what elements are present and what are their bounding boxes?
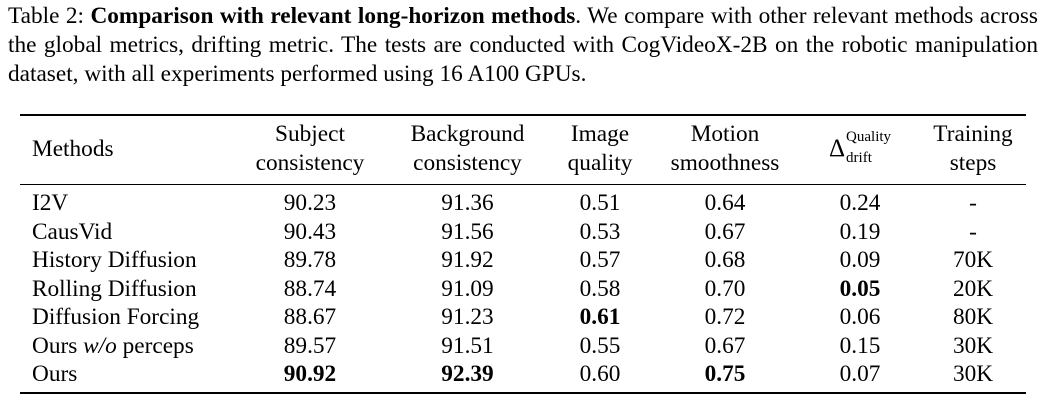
cell-steps: 30K (952, 332, 994, 359)
cell-drift: 0.06 (839, 304, 881, 330)
cell-steps: 30K (952, 361, 994, 387)
cell-method: Diffusion Forcing (32, 304, 200, 330)
header-background-consistency: Background consistency (410, 121, 525, 176)
header-training-steps: Training steps (933, 121, 1013, 176)
table-row: History Diffusion 89.78 91.92 0.57 0.68 0.09 7… (20, 246, 1026, 275)
cell-method: CausVid (32, 218, 113, 245)
cell-drift: 0.05 (839, 275, 881, 302)
cell-image-quality: 0.55 (579, 332, 621, 359)
drift-sub: drift (846, 149, 872, 166)
cell-image-quality: 0.58 (579, 275, 621, 302)
table-row: Ours w/o perceps 89.57 91.51 0.55 0.67 0.15 30… (20, 332, 1026, 361)
comparison-table: Methods Subject consistency Background con… (20, 114, 1026, 394)
cell-background: 91.92 (441, 247, 494, 273)
cell-motion: 0.67 (704, 332, 746, 359)
table-row: I2V 90.23 91.36 0.51 0.64 0.24 - (20, 185, 1026, 218)
header-subject-consistency: Subject consistency (255, 121, 365, 176)
cell-motion: 0.67 (704, 218, 746, 245)
cell-motion: 0.75 (704, 361, 746, 387)
delta-symbol: Δ (828, 135, 846, 163)
header-methods: Methods (32, 135, 114, 162)
cell-background: 91.09 (441, 275, 494, 302)
cell-steps: 70K (952, 247, 994, 273)
cell-image-quality: 0.53 (579, 218, 621, 245)
table-caption: Table 2: Comparison with relevant long-h… (8, 2, 1038, 89)
cell-subject: 90.92 (283, 361, 337, 387)
cell-background: 91.56 (441, 218, 494, 245)
table-row: CausVid 90.43 91.56 0.53 0.67 0.19 - (20, 218, 1026, 247)
cell-drift: 0.15 (839, 332, 881, 359)
cell-drift: 0.07 (839, 361, 881, 387)
table-header: Methods Subject consistency Background con… (20, 115, 1026, 185)
cell-motion: 0.72 (704, 304, 746, 330)
cell-image-quality: 0.61 (579, 304, 621, 330)
cell-image-quality: 0.51 (579, 190, 621, 216)
header-image-quality: Image quality (567, 121, 633, 176)
cell-image-quality: 0.57 (579, 247, 621, 273)
cell-motion: 0.64 (704, 190, 746, 216)
cell-method: Ours w/o perceps (32, 332, 194, 359)
table-body: I2V 90.23 91.36 0.51 0.64 0.24 - CausVid 90.43 91… (20, 185, 1026, 393)
cell-subject: 89.57 (283, 332, 337, 359)
cell-method: History Diffusion (32, 247, 197, 273)
cell-subject: 89.78 (283, 247, 337, 273)
cell-method: Rolling Diffusion (32, 275, 197, 302)
cell-subject: 90.23 (283, 190, 337, 216)
cell-background: 91.23 (441, 304, 494, 330)
cell-steps: - (969, 218, 977, 245)
cell-steps: 80K (952, 304, 994, 330)
cell-steps: - (969, 190, 977, 216)
cell-drift: 0.19 (839, 218, 881, 245)
cell-drift: 0.09 (839, 247, 881, 273)
caption-prefix: Table 2: (8, 3, 91, 29)
cell-subject: 90.43 (283, 218, 337, 245)
cell-subject: 88.67 (283, 304, 337, 330)
cell-background: 91.51 (441, 332, 494, 359)
table-row: Diffusion Forcing 88.67 91.23 0.61 0.72 0.06 8… (20, 303, 1026, 332)
caption-title: Comparison with relevant long-horizon me… (90, 3, 576, 29)
table-row: Ours 90.92 92.39 0.60 0.75 0.07 30K (20, 360, 1026, 393)
table-row: Rolling Diffusion 88.74 91.09 0.58 0.70 0.05 2… (20, 275, 1026, 304)
cell-drift: 0.24 (839, 190, 881, 216)
cell-method: Ours (32, 361, 78, 387)
cell-motion: 0.68 (704, 247, 746, 273)
drift-sup: Quality (846, 128, 892, 145)
cell-subject: 88.74 (283, 275, 337, 302)
cell-background: 91.36 (441, 190, 494, 216)
cell-image-quality: 0.60 (579, 361, 621, 387)
cell-motion: 0.70 (704, 275, 746, 302)
header-quality-drift: Δ Quality drift (800, 115, 920, 185)
cell-method: I2V (32, 190, 69, 216)
header-motion-smoothness: Motion smoothness (670, 121, 780, 176)
caption-body: . We compare with other relevant methods… (8, 3, 1038, 87)
cell-steps: 20K (952, 275, 994, 302)
cell-background: 92.39 (441, 361, 494, 387)
